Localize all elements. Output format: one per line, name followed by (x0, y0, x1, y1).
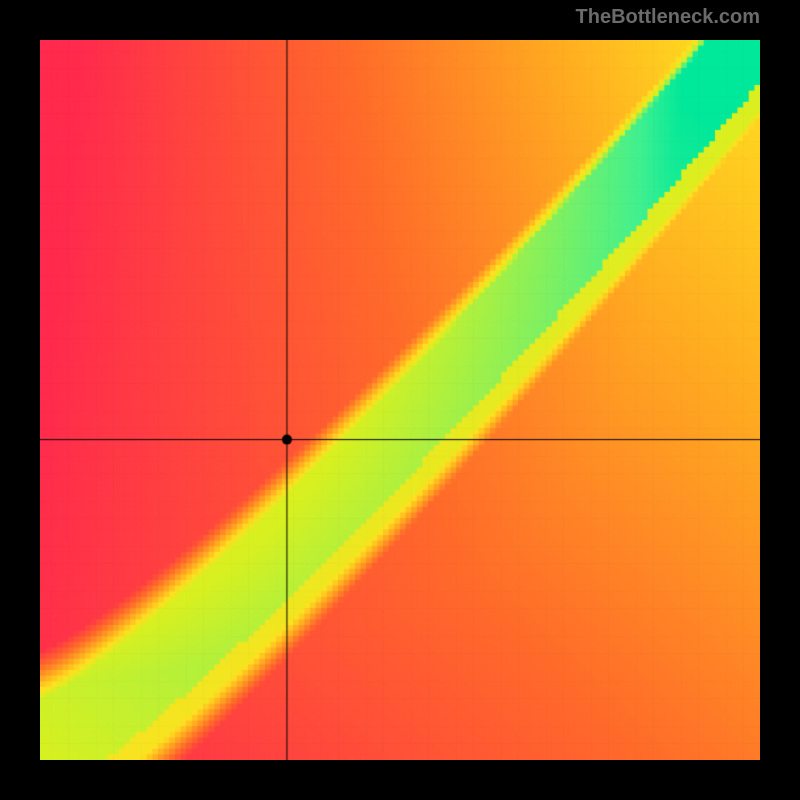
watermark-text: TheBottleneck.com (576, 6, 760, 29)
chart-container: TheBottleneck.com (0, 0, 800, 800)
bottleneck-heatmap (40, 40, 760, 760)
